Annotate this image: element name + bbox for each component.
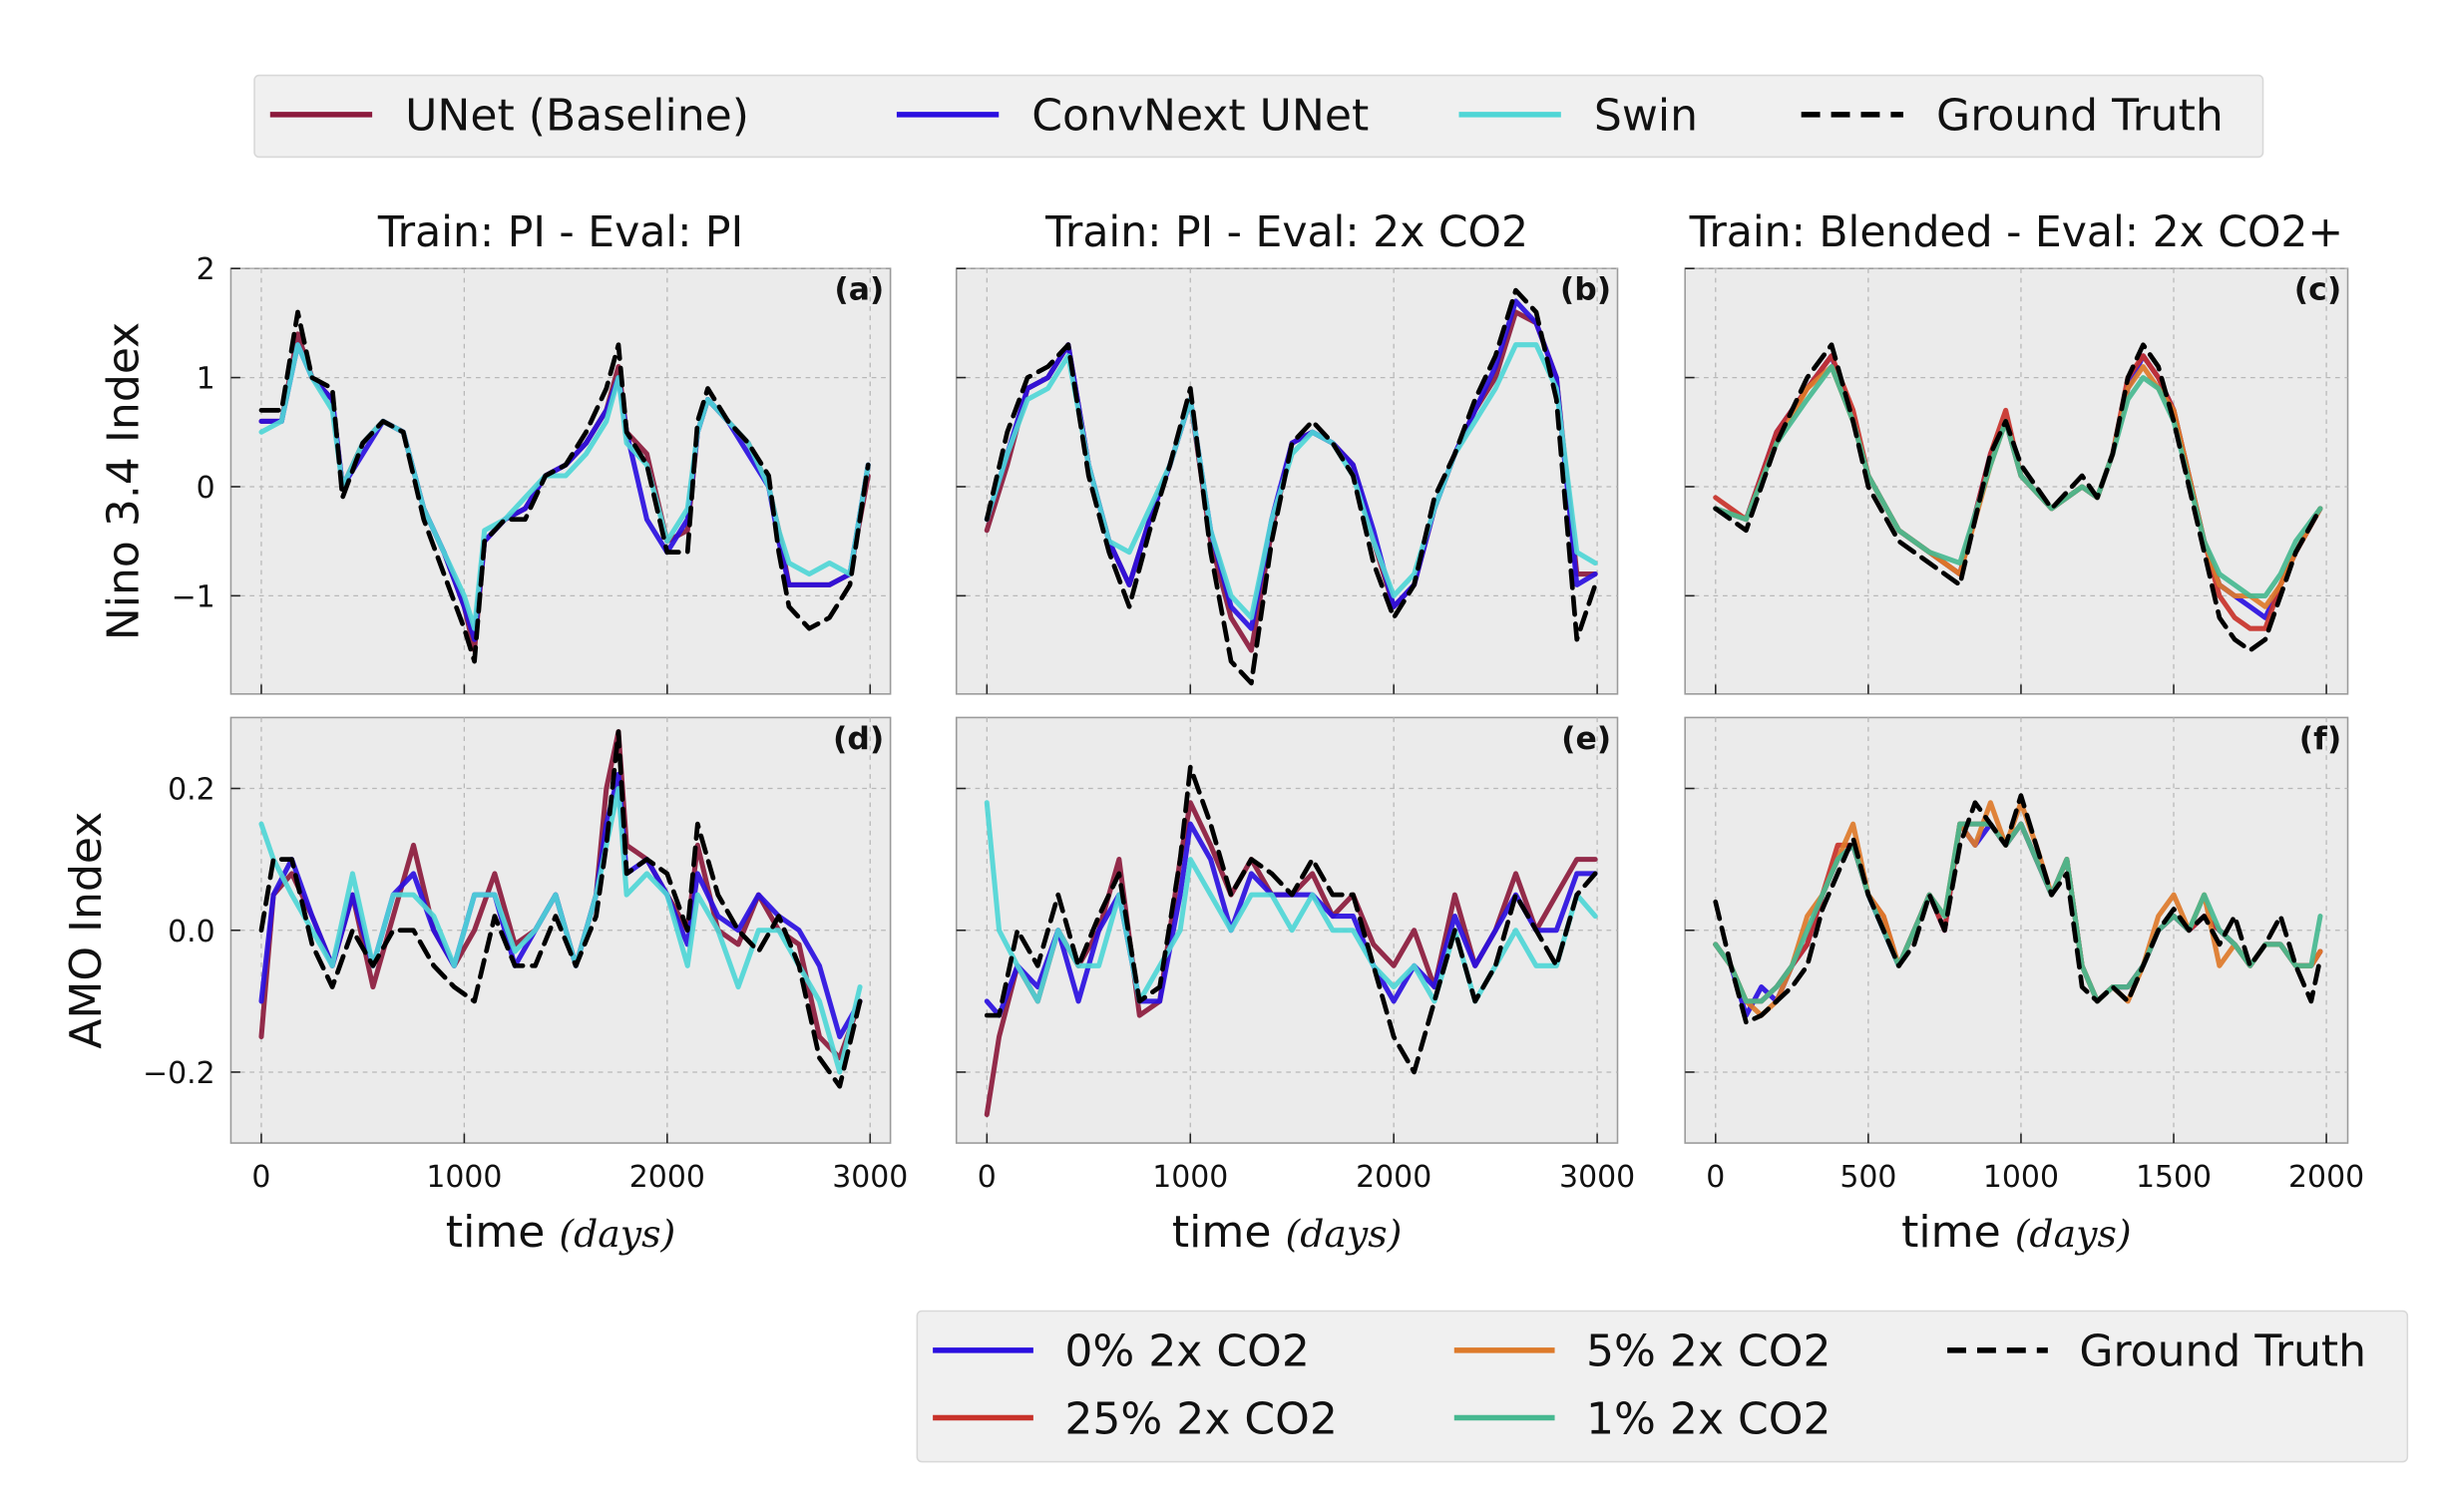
y-tick-label: 0.2 <box>168 773 215 808</box>
y-axis-label: Nino 3.4 Index <box>99 322 150 640</box>
panel-tag: (d) <box>833 721 884 757</box>
x-tick-label: 1000 <box>426 1160 502 1195</box>
panel-title: Train: PI - Eval: 2x CO2 <box>1044 208 1528 257</box>
panel-d: 0 1000 2000 3000 −0.2 0.0 0.2 (d) AMO Index time … <box>61 716 908 1258</box>
x-axis-label-text: time <box>1901 1207 2015 1258</box>
series-group <box>1713 342 2323 653</box>
x-tick-label: 2000 <box>629 1160 705 1195</box>
series-group <box>984 287 1598 686</box>
legend-bottom-label: Ground Truth <box>2079 1326 2366 1377</box>
series-group <box>984 764 1598 1118</box>
series-line-ground-truth <box>1713 342 2323 653</box>
panel-tag: (a) <box>834 272 884 308</box>
panel-tag: (f) <box>2299 721 2341 757</box>
x-axis-label: time (days) <box>1901 1207 2131 1258</box>
x-tick-label: 1500 <box>2136 1160 2212 1195</box>
x-axis-label: time (days) <box>446 1207 675 1258</box>
panel-tag: (e) <box>1561 721 1611 757</box>
legend-top-box <box>253 74 2264 159</box>
panels: −1 0 1 2 (a) Train: PI - Eval: PI Nino 3.4 Ind… <box>61 208 2364 1258</box>
legend-top-label: ConvNext UNet <box>1031 91 1369 142</box>
legend-bottom-label: 5% 2x CO2 <box>1586 1326 1832 1377</box>
x-axis-label-unit: (days) <box>1285 1212 1402 1256</box>
series-line-ground-truth <box>984 287 1598 686</box>
panel-title: Train: Blended - Eval: 2x CO2+ <box>1689 208 2343 257</box>
x-tick-label: 0 <box>1706 1160 1725 1195</box>
x-tick-label: 2000 <box>2288 1160 2364 1195</box>
x-axis-label-text: time <box>1172 1207 1286 1258</box>
legend-top-label: Ground Truth <box>1936 91 2224 142</box>
x-axis-label: time (days) <box>1172 1207 1402 1258</box>
panel-b: (b) Train: PI - Eval: 2x CO2 <box>955 208 1619 695</box>
panel-tag: (c) <box>2294 272 2341 308</box>
legend-bottom-box <box>916 1310 2409 1463</box>
panel-title: Train: PI - Eval: PI <box>377 208 743 257</box>
y-tick-label: 2 <box>197 252 215 287</box>
x-axis-label-unit: (days) <box>2015 1212 2132 1256</box>
panel-f: 0 500 1000 1500 2000 (f) time (days) <box>1684 716 2364 1258</box>
panel-tag: (b) <box>1560 272 1611 308</box>
series-line-ground-truth <box>258 309 871 664</box>
x-tick-label: 0 <box>978 1160 997 1195</box>
x-axis-label-unit: (days) <box>559 1212 675 1256</box>
series-group <box>1713 793 2323 1025</box>
y-tick-label: 1 <box>197 362 215 397</box>
x-tick-label: 2000 <box>1356 1160 1431 1195</box>
series-line-swin <box>258 342 871 631</box>
x-axis-label-text: time <box>446 1207 560 1258</box>
y-tick-label: 0.0 <box>168 915 215 949</box>
x-tick-label: 1000 <box>1152 1160 1228 1195</box>
legend-bottom-label: 25% 2x CO2 <box>1064 1393 1338 1444</box>
x-tick-label: 1000 <box>1983 1160 2059 1195</box>
x-tick-label: 3000 <box>1559 1160 1635 1195</box>
legend-bottom-label: 1% 2x CO2 <box>1586 1393 1832 1444</box>
legend-bottom: 0% 2x CO2 25% 2x CO2 5% 2x CO2 1% 2x CO2 Gro… <box>916 1310 2409 1463</box>
y-axis-label: AMO Index <box>61 812 112 1049</box>
panel-e: 0 1000 2000 3000 (e) time (days) <box>955 716 1635 1258</box>
x-tick-label: 3000 <box>832 1160 908 1195</box>
x-tick-label: 0 <box>251 1160 270 1195</box>
panel-a: −1 0 1 2 (a) Train: PI - Eval: PI Nino 3.4 Ind… <box>99 208 892 695</box>
panel-background <box>955 267 1619 695</box>
panel-background <box>229 267 892 695</box>
series-line-convnext-unet <box>984 821 1598 1018</box>
y-tick-label: −1 <box>172 579 215 614</box>
series-line-ground-truth <box>258 729 863 1089</box>
series-line-ground-truth <box>984 764 1598 1075</box>
legend-top: UNet (Baseline) ConvNext UNet Swin Ground T… <box>253 74 2264 159</box>
legend-bottom-label: 0% 2x CO2 <box>1064 1326 1310 1377</box>
panel-c: (c) Train: Blended - Eval: 2x CO2+ <box>1684 208 2349 695</box>
y-tick-label: −0.2 <box>143 1056 215 1091</box>
series-line-ground-truth <box>1713 793 2323 1025</box>
series-group <box>258 729 863 1089</box>
y-tick-label: 0 <box>197 471 215 506</box>
x-tick-label: 500 <box>1839 1160 1896 1195</box>
legend-top-label: UNet (Baseline) <box>405 91 749 142</box>
legend-top-label: Swin <box>1594 91 1698 142</box>
series-group <box>258 309 871 664</box>
